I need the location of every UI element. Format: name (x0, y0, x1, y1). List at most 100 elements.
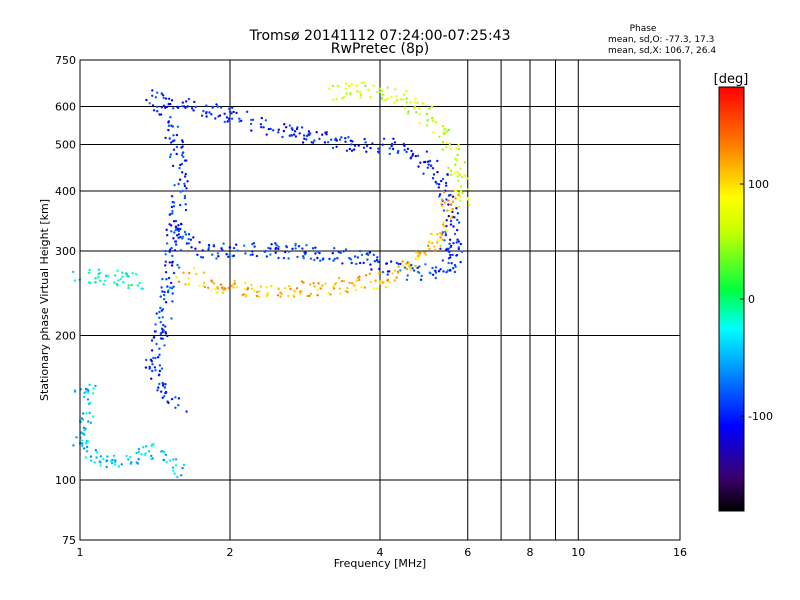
scatter-point (342, 250, 345, 253)
scatter-point (428, 247, 431, 251)
scatter-point (184, 106, 187, 110)
scatter-point (445, 248, 448, 251)
scatter-point (158, 316, 161, 319)
scatter-point (367, 88, 370, 92)
scatter-point (447, 199, 450, 202)
scatter-point (164, 136, 167, 140)
scatter-point (431, 273, 435, 276)
scatter-point (430, 116, 434, 120)
scatter-point (184, 233, 188, 236)
scatter-point (190, 107, 194, 110)
scatter-point (230, 117, 234, 120)
scatter-point (110, 462, 114, 465)
scatter-point (344, 140, 347, 143)
scatter-point (277, 256, 280, 260)
scatter-point (202, 281, 206, 284)
scatter-point (407, 263, 411, 266)
scatter-point (215, 103, 218, 106)
scatter-point (140, 453, 143, 456)
scatter-point (264, 119, 268, 122)
scatter-point (404, 262, 408, 265)
scatter-point (173, 231, 176, 234)
scatter-point (160, 92, 163, 95)
scatter-point (150, 339, 154, 342)
scatter-point (335, 145, 338, 148)
scatter-point (170, 397, 174, 401)
scatter-point (352, 148, 356, 151)
scatter-point (216, 252, 220, 255)
scatter-point (402, 264, 405, 267)
scatter-point (152, 335, 156, 339)
scatter-point (137, 450, 141, 453)
scatter-point (333, 257, 337, 260)
scatter-point (312, 282, 315, 285)
scatter-point (353, 144, 357, 147)
scatter-point (235, 286, 239, 289)
scatter-point (341, 97, 344, 100)
scatter-point (410, 149, 413, 153)
scatter-point (88, 411, 91, 415)
scatter-point (405, 278, 409, 281)
scatter-point (168, 249, 172, 252)
scatter-point (346, 290, 349, 294)
scatter-point (95, 456, 98, 459)
scatter-point (452, 225, 455, 228)
scatter-point (388, 147, 391, 150)
scatter-point (148, 365, 151, 369)
scatter-point (314, 252, 317, 255)
scatter-point (447, 166, 450, 169)
scatter-point (467, 188, 470, 191)
scatter-point (97, 272, 100, 276)
scatter-point (232, 254, 236, 257)
scatter-point (236, 249, 240, 252)
scatter-point (307, 133, 310, 136)
scatter-point (450, 215, 453, 218)
scatter-point (377, 147, 380, 150)
scatter-point (267, 246, 270, 250)
scatter-point (202, 284, 205, 287)
scatter-point (300, 280, 304, 283)
scatter-point (348, 85, 351, 88)
scatter-point (260, 126, 263, 129)
scatter-point (148, 102, 151, 105)
scatter-point (425, 113, 429, 116)
scatter-point (360, 81, 364, 85)
scatter-point (393, 269, 396, 272)
scatter-point (366, 258, 369, 261)
scatter-point (350, 261, 353, 265)
scatter-point (202, 109, 205, 113)
scatter-point (427, 241, 431, 244)
scatter-point (466, 177, 469, 180)
scatter-point (259, 285, 263, 288)
x-tick-label: 16 (673, 546, 687, 559)
scatter-point (231, 284, 234, 287)
x-tick-label: 1 (77, 546, 84, 559)
scatter-point (154, 369, 157, 372)
scatter-point (186, 180, 189, 183)
scatter-point (109, 460, 113, 463)
scatter-point (170, 317, 173, 320)
scatter-point (161, 327, 164, 330)
scatter-point (277, 287, 281, 291)
colorbar-label: [deg] (714, 72, 749, 87)
scatter-point (388, 152, 391, 156)
scatter-point (445, 224, 448, 228)
scatter-point (402, 93, 406, 96)
scatter-point (315, 131, 318, 134)
scatter-point (426, 160, 430, 163)
scatter-point (172, 134, 175, 137)
scatter-point (456, 212, 460, 215)
scatter-point (181, 171, 184, 174)
scatter-point (412, 269, 416, 272)
scatter-point (205, 115, 208, 118)
scatter-point (169, 153, 172, 156)
scatter-point (170, 195, 174, 198)
scatter-point (170, 99, 174, 102)
scatter-point (365, 150, 368, 153)
scatter-point (448, 250, 451, 253)
scatter-point (339, 292, 342, 295)
scatter-point (405, 89, 408, 93)
scatter-point (460, 250, 464, 253)
scatter-point (82, 412, 85, 415)
scatter-point (442, 128, 446, 131)
